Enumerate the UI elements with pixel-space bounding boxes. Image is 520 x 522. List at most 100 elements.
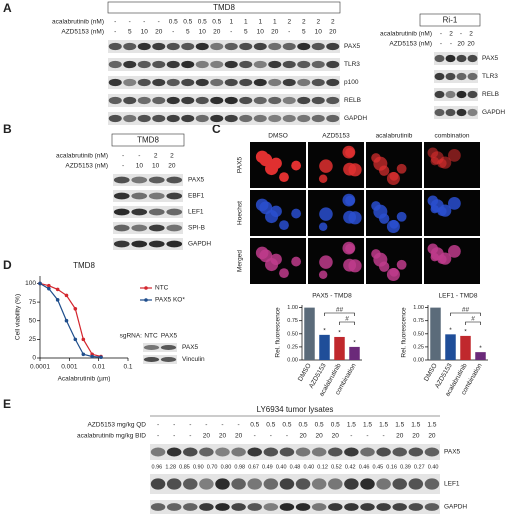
band [131, 176, 148, 184]
treatment-value: 2 [469, 31, 473, 38]
band [195, 114, 209, 123]
band [113, 208, 130, 216]
bar [334, 336, 345, 360]
cell [389, 219, 399, 229]
y-tick-label: 50 [29, 317, 37, 324]
blot [434, 70, 478, 83]
significance: * [353, 340, 356, 347]
quant-value: 0.98 [234, 464, 245, 470]
data-point [47, 286, 51, 291]
treatment-value: 20 [316, 433, 324, 440]
bar [475, 352, 486, 360]
title: LY6934 tumor lysates [257, 405, 334, 414]
band [297, 60, 311, 69]
y-tick-label: 0.00 [413, 357, 424, 363]
band [445, 108, 456, 117]
quant-value: 0.90 [193, 464, 204, 470]
blot [113, 190, 183, 202]
band [445, 72, 456, 81]
row-label: acalabrutinib mg/kg BID [77, 433, 146, 440]
treatment-value: 5 [244, 29, 248, 36]
row-label: AZD5153 (nM) [61, 29, 104, 36]
treatment-value: 0.5 [169, 19, 178, 26]
bar [460, 335, 471, 360]
treatment-value: 20 [332, 433, 340, 440]
cell [389, 171, 399, 181]
band [328, 503, 343, 511]
significance: ## [336, 307, 344, 314]
band [467, 54, 478, 63]
band [282, 42, 296, 51]
blot [113, 174, 183, 186]
band [183, 503, 198, 511]
band [183, 447, 198, 457]
band [166, 60, 180, 69]
band [181, 42, 195, 51]
cell [291, 208, 302, 219]
cell [448, 244, 461, 258]
x-tick-label: 0.1 [123, 364, 132, 371]
band [166, 208, 183, 216]
band [239, 114, 253, 123]
band [231, 478, 246, 490]
band [424, 503, 440, 511]
band [268, 78, 282, 87]
band [434, 72, 445, 81]
treatment-value: 2 [170, 153, 174, 160]
treatment-value: 1.5 [379, 422, 388, 429]
blot [434, 88, 478, 101]
cell [430, 204, 439, 214]
bar [319, 334, 330, 360]
treatment-value: 0.5 [250, 422, 259, 429]
band [456, 108, 467, 117]
band [467, 72, 478, 81]
band [408, 503, 424, 511]
protein-label: TLR3 [344, 61, 360, 68]
inset-label: sgRNA: [120, 333, 143, 340]
treatment-value: 2 [449, 31, 453, 38]
cell [270, 205, 282, 218]
band [344, 447, 359, 457]
band [143, 356, 160, 363]
significance: # [471, 316, 475, 323]
blot [434, 106, 478, 119]
row-label: PAX5 [237, 157, 244, 174]
quant-value: 0.46 [359, 464, 370, 470]
x-tick-label: 0.0001 [30, 364, 50, 371]
band [131, 192, 148, 200]
x-tick-label: 0.001 [61, 364, 78, 371]
quant-value: 0.39 [400, 464, 411, 470]
y-tick-label: 1.00 [413, 305, 424, 311]
band [328, 447, 343, 457]
blot [108, 58, 340, 71]
band [215, 503, 230, 511]
data-point [81, 337, 86, 342]
band [456, 72, 467, 81]
band [408, 447, 424, 457]
band [137, 96, 151, 105]
protein-label: PAX5 [444, 449, 461, 456]
treatment-value: 0.5 [331, 422, 340, 429]
panel-label: B [3, 122, 12, 136]
band [195, 96, 209, 105]
treatment-value: 1 [244, 19, 248, 26]
band [123, 42, 137, 51]
treatment-value: - [158, 19, 160, 26]
cell [318, 222, 328, 232]
band [160, 344, 177, 351]
quant-value: 0.40 [276, 464, 287, 470]
protein-label: RELB [482, 91, 499, 98]
quant-value: 0.40 [303, 464, 314, 470]
blot [113, 222, 183, 234]
band [253, 60, 267, 69]
band [108, 96, 122, 105]
band [311, 60, 325, 69]
band [166, 192, 183, 200]
band [224, 96, 238, 105]
band [210, 42, 224, 51]
band [268, 114, 282, 123]
band [166, 478, 182, 490]
band [279, 503, 295, 511]
band [131, 240, 148, 248]
